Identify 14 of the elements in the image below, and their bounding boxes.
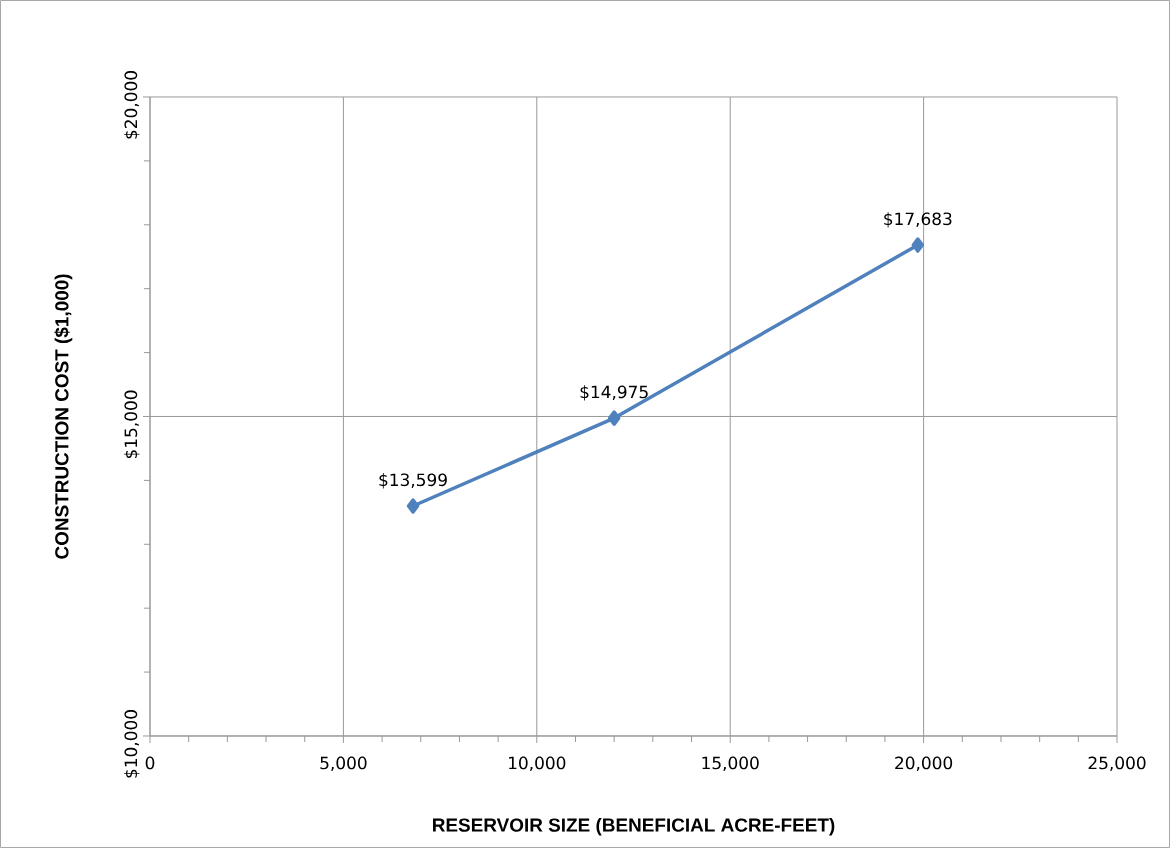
data-label: $13,599 bbox=[379, 473, 447, 489]
x-tick-label: 25,000 bbox=[1088, 756, 1146, 772]
y-tick-label: $20,000 bbox=[124, 71, 140, 139]
x-tick-label: 0 bbox=[145, 756, 155, 770]
y-axis-title: CONSTRUCTION COST ($1,000) bbox=[54, 274, 73, 559]
data-label: $14,975 bbox=[580, 385, 648, 401]
y-tick-label: $10,000 bbox=[124, 710, 140, 778]
y-tick-label: $15,000 bbox=[124, 390, 140, 459]
x-tick-label: 5,000 bbox=[320, 756, 367, 772]
data-label: $17,683 bbox=[884, 212, 952, 228]
x-tick-label: 20,000 bbox=[895, 756, 953, 772]
x-axis-title: RESERVOIR SIZE (BENEFICIAL ACRE-FEET) bbox=[433, 817, 835, 836]
x-tick-label: 10,000 bbox=[509, 756, 566, 772]
x-tick-label: 15,000 bbox=[702, 756, 759, 772]
